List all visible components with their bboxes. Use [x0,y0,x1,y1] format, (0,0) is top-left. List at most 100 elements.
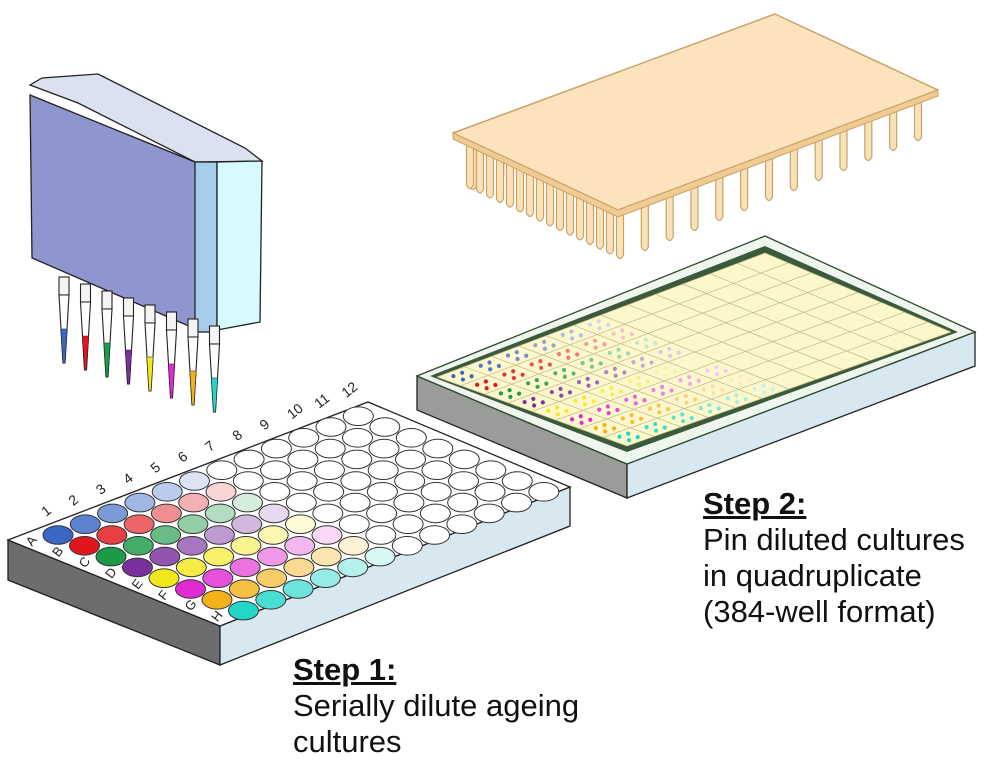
culture-spot [573,398,578,403]
replicator-pin [495,156,505,204]
replicator-pin [515,165,525,213]
culture-spot [611,331,616,336]
step1-heading: Step 1: [293,652,397,687]
culture-spot [616,347,621,352]
culture-spot [576,379,582,385]
culture-spot [558,386,563,391]
plate96-well [176,536,208,556]
culture-spot [488,367,493,372]
culture-spot [559,393,564,398]
replicator-pin [789,144,798,192]
culture-spot [711,390,716,396]
culture-spot [515,356,520,362]
culture-spot [680,419,686,424]
plate96-well [314,438,346,459]
culture-spot [531,396,536,401]
culture-spot [714,372,720,377]
culture-spot [698,405,703,411]
culture-spot [597,326,602,331]
culture-spot [564,408,569,414]
culture-spot [609,385,614,390]
plate96-well [422,438,454,459]
culture-spot [582,402,588,407]
culture-spot [604,369,609,375]
step1-text-line-1: Serially dilute ageing [293,688,580,723]
plate96-well [288,428,320,448]
plate96-well [446,514,478,535]
culture-spot [498,391,503,396]
culture-spot [549,389,554,395]
culture-spot [743,396,748,402]
plate96-well [368,438,400,459]
culture-spot [714,365,719,370]
culture-spot [737,374,742,379]
pipette-tip [144,304,156,392]
pipette-tip [208,325,221,413]
culture-spot [625,351,631,356]
plate96-well [475,460,507,481]
culture-spot [665,407,671,412]
replicator-pin [505,161,515,208]
culture-spot [560,332,565,337]
plate96-well [420,482,452,502]
column-label: 8 [229,426,245,444]
culture-spot [571,371,576,376]
culture-spot [505,353,511,358]
culture-spot [611,426,617,431]
plate96-well [448,471,479,491]
culture-spot [514,350,519,355]
culture-spot [640,363,645,368]
plate96-well [501,471,533,491]
culture-spot [658,350,663,355]
culture-spot [554,405,560,410]
plate96-well [337,557,369,578]
culture-spot [723,368,728,374]
plate96-well [501,492,532,513]
multichannel-pipette [28,73,264,413]
culture-spot [664,372,669,377]
plate96-well [310,546,342,567]
culture-spot [580,361,585,366]
culture-spot [662,425,667,430]
culture-spot [542,346,547,351]
culture-spot [693,397,698,402]
culture-spot [640,356,645,362]
plate96-well [232,471,264,491]
culture-spot [669,388,674,393]
culture-spot [735,399,740,405]
culture-spot [632,394,638,399]
pipette-tips [58,276,221,413]
plate96-well [179,471,210,491]
plate96-well [69,536,100,556]
plate96-well [283,557,315,578]
culture-spot [707,402,712,408]
pipette-tip [58,276,70,364]
plate96-well [338,536,369,556]
culture-spot [592,338,598,343]
culture-spot [633,401,638,406]
culture-spot [647,406,653,411]
column-label: 2 [65,491,81,509]
culture-spot [579,420,584,425]
plate96-well [365,525,397,545]
plate96-well [233,449,265,470]
culture-spot [565,348,570,353]
culture-spot [626,438,632,443]
culture-spot [484,386,489,391]
plate96-well [203,525,235,545]
culture-spot [687,375,692,380]
culture-spot [587,322,593,327]
pipette-tip [165,311,178,399]
plate96-well [175,557,207,578]
replicator-pin [485,151,495,199]
culture-spot [620,328,625,333]
culture-spot [578,333,583,338]
plate96-well [232,492,263,513]
plate96-well [367,460,399,481]
culture-spot [653,428,659,433]
culture-spot [734,393,739,398]
plate96-well [177,514,209,535]
culture-spot [629,413,634,418]
culture-spot [630,419,635,424]
